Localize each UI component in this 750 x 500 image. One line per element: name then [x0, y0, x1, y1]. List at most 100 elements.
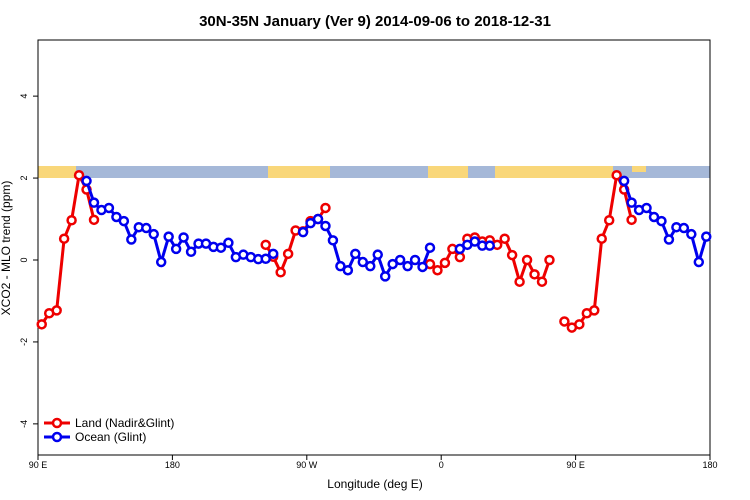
data-point [215, 242, 227, 253]
data-point [499, 233, 510, 244]
data-point [320, 202, 331, 214]
data-point [686, 228, 697, 240]
data-point [611, 169, 622, 181]
data-point [88, 197, 100, 208]
x-tick-label: 0 [439, 460, 444, 470]
data-point [663, 234, 675, 245]
data-point [626, 197, 637, 208]
y-tick-label: 0 [19, 257, 29, 262]
data-point [529, 269, 540, 280]
data-point [305, 217, 316, 229]
data-point [656, 215, 667, 227]
data-point [342, 264, 354, 276]
data-point [544, 254, 555, 266]
data-point [514, 276, 525, 287]
data-point [365, 260, 376, 272]
data-point [574, 319, 585, 330]
data-point [603, 215, 615, 226]
data-point [678, 222, 690, 234]
data-point [589, 305, 600, 316]
land-band [495, 166, 613, 178]
land-band [268, 166, 330, 178]
data-point [372, 249, 383, 260]
data-point [424, 242, 436, 253]
data-point [148, 228, 159, 240]
data-point [618, 175, 630, 187]
data-point [170, 243, 182, 255]
data-point [51, 305, 62, 316]
data-point [701, 231, 712, 242]
x-tick-label: 180 [165, 460, 180, 470]
data-point [626, 214, 637, 226]
data-point [379, 271, 391, 282]
data-point [641, 202, 652, 214]
data-point [596, 233, 607, 244]
data-point [178, 232, 189, 243]
data-point [267, 248, 279, 260]
y-tick-label: -4 [19, 420, 29, 428]
y-tick-label: -2 [19, 338, 29, 346]
data-point [387, 258, 398, 270]
land-band [428, 166, 468, 178]
x-tick-label: 180 [702, 460, 717, 470]
x-tick-label: 90 E [566, 460, 585, 470]
data-point [402, 260, 413, 272]
data-point [521, 254, 533, 266]
x-axis-label: Longitude (deg E) [327, 477, 422, 491]
data-point [111, 211, 122, 223]
data-point [394, 254, 406, 266]
data-point [275, 267, 286, 278]
data-point [484, 240, 495, 251]
data-point [312, 213, 324, 225]
data-point [350, 248, 361, 260]
data-point [73, 169, 85, 181]
data-point [417, 261, 428, 273]
legend-marker [51, 417, 63, 429]
legend-label: Land (Nadir&Glint) [75, 416, 174, 430]
data-point [282, 248, 294, 260]
y-tick-label: 4 [19, 94, 29, 99]
data-point [454, 243, 466, 255]
y-tick-label: 2 [19, 176, 29, 181]
data-point [141, 222, 152, 234]
data-point [320, 220, 331, 232]
data-point [185, 246, 197, 258]
data-point [536, 276, 548, 287]
data-point [260, 253, 271, 265]
data-point [335, 260, 346, 272]
data-point [693, 256, 705, 268]
legend-label: Ocean (Glint) [75, 430, 146, 444]
data-point [357, 256, 369, 268]
data-point [260, 239, 271, 251]
data-point [559, 316, 570, 327]
data-point [439, 257, 451, 269]
y-axis-label: XCO2 - MLO trend (ppm) [0, 181, 13, 316]
data-point [36, 319, 47, 330]
data-point [163, 231, 174, 242]
data-point [155, 256, 167, 268]
data-point [327, 235, 339, 246]
land-band [632, 166, 646, 172]
data-point [118, 215, 130, 227]
x-tick-label: 90 E [29, 460, 48, 470]
data-point [409, 254, 421, 266]
data-point [432, 264, 443, 276]
data-point [469, 236, 481, 247]
land-band [38, 166, 76, 178]
data-point [81, 175, 92, 187]
data-point [58, 233, 70, 244]
data-point [66, 215, 77, 226]
plot-box [37, 39, 711, 456]
legend: Land (Nadir&Glint)Ocean (Glint) [44, 416, 174, 444]
data-point [454, 251, 466, 263]
chart-title: 30N-35N January (Ver 9) 2014-09-06 to 20… [199, 13, 551, 30]
x-tick-label: 90 W [296, 460, 318, 470]
data-point [126, 234, 137, 245]
data-point [103, 202, 115, 214]
data-point [648, 211, 660, 223]
data-point [88, 214, 100, 226]
data-point [223, 237, 234, 249]
land-ocean-strip [38, 166, 710, 178]
legend-marker [51, 431, 63, 443]
